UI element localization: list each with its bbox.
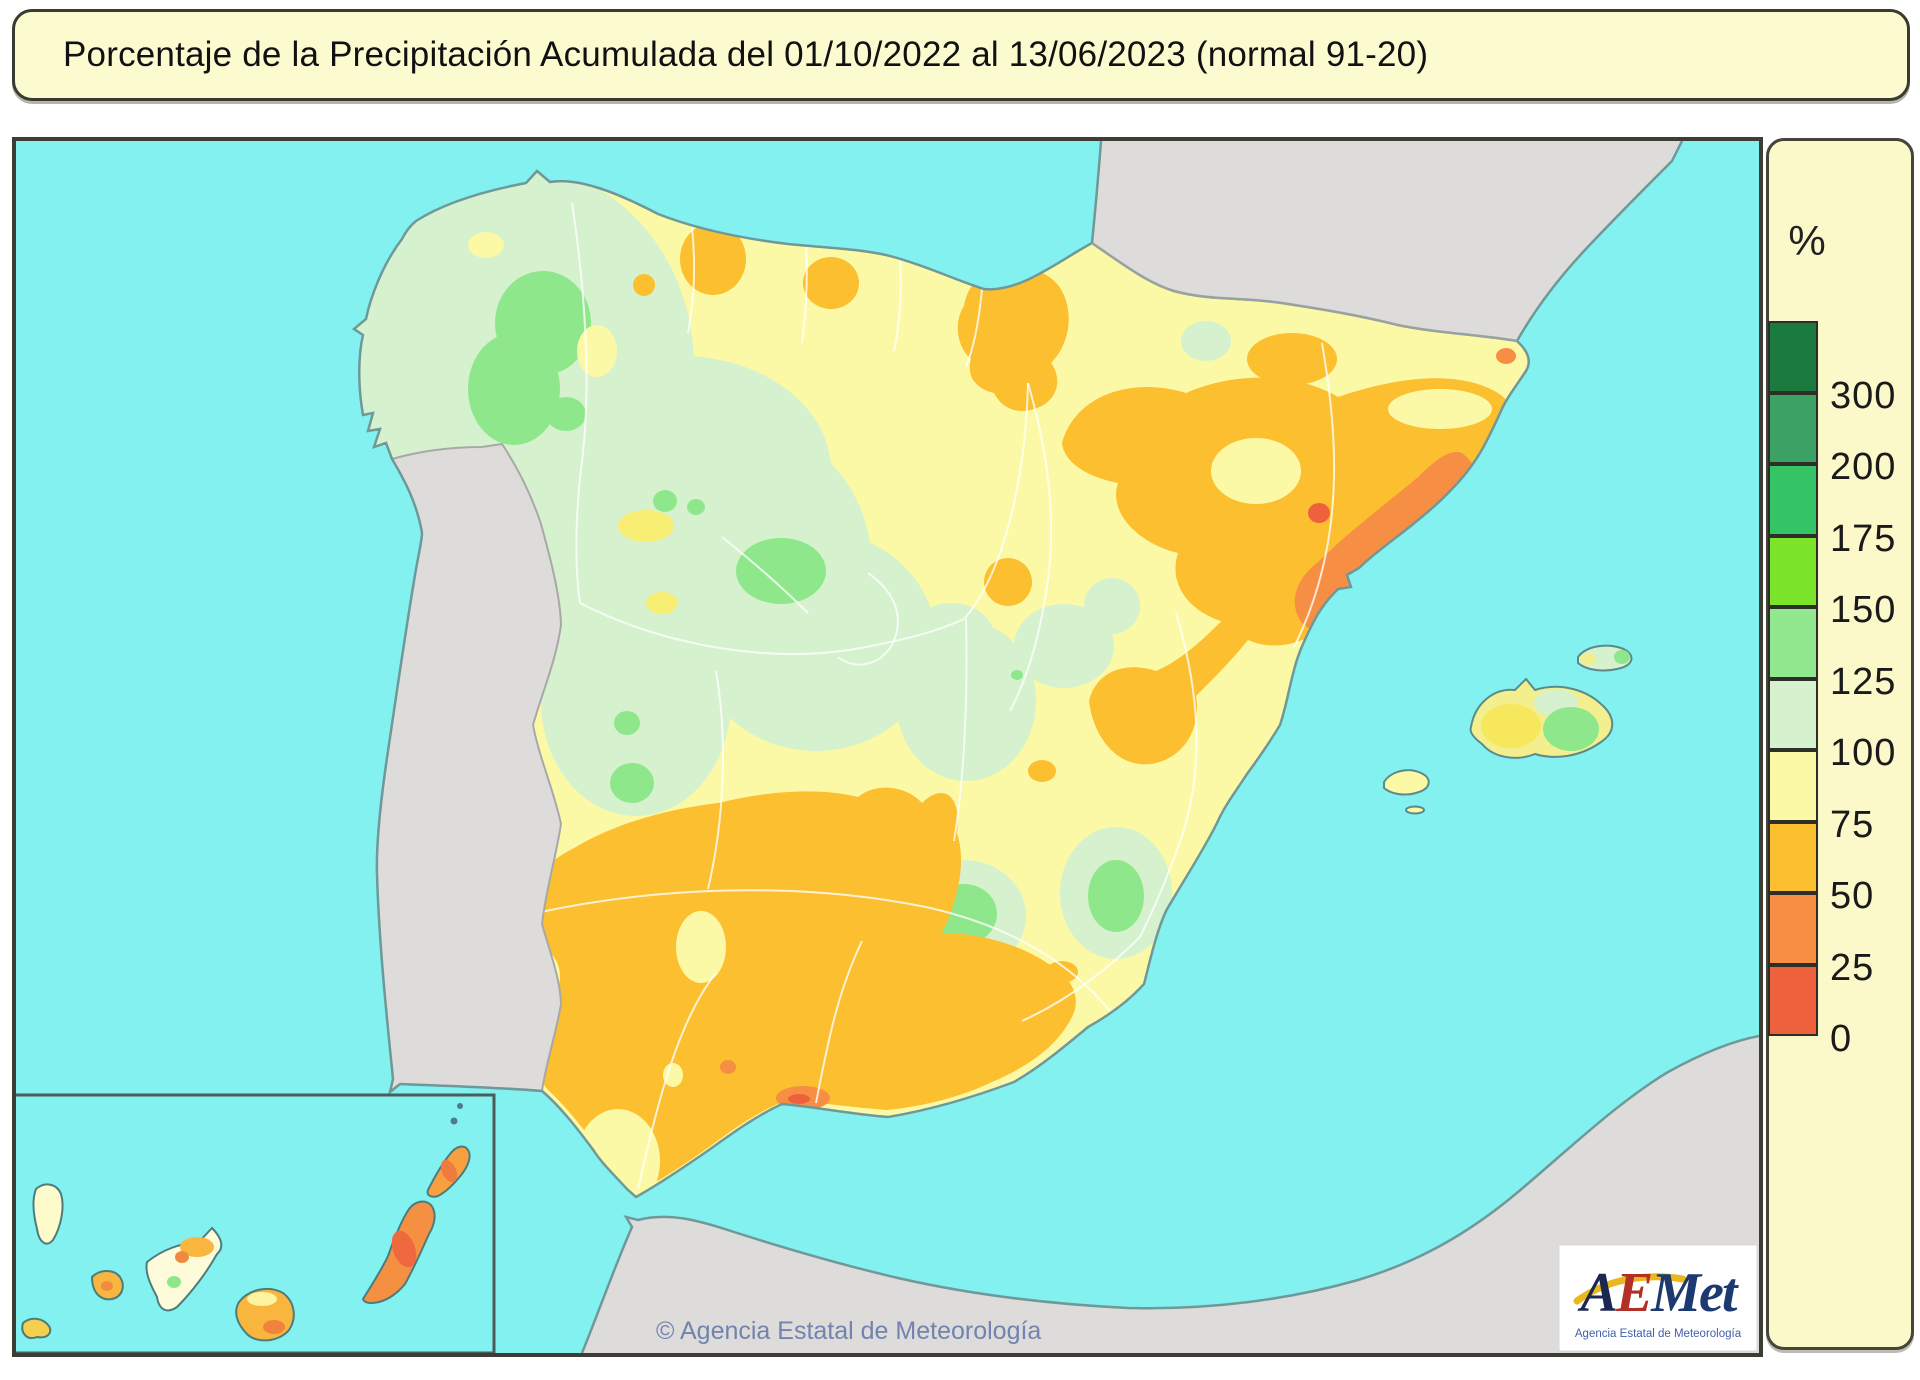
legend-swatch bbox=[1768, 464, 1818, 536]
legend-row: 75 bbox=[1768, 750, 1908, 844]
map-frame: © Agencia Estatal de Meteorología AEMet … bbox=[12, 137, 1763, 1357]
legend-tick-label: 0 bbox=[1830, 1018, 1853, 1060]
precipitation-zones bbox=[354, 171, 1517, 1197]
legend-swatch bbox=[1768, 607, 1818, 679]
legend-row: 300 bbox=[1768, 321, 1908, 415]
formentera-island bbox=[1405, 805, 1425, 815]
legend-tick-label: 125 bbox=[1830, 660, 1897, 703]
france-region bbox=[1092, 141, 1682, 341]
legend-row: 25 bbox=[1768, 893, 1908, 987]
legend-tick-label: 100 bbox=[1830, 732, 1897, 774]
legend-tick-label: 50 bbox=[1830, 875, 1875, 917]
page-title: Porcentaje de la Precipitación Acumulada… bbox=[63, 35, 1429, 74]
legend-row: 50 bbox=[1768, 821, 1908, 915]
copyright-text: © Agencia Estatal de Meteorología bbox=[656, 1317, 1041, 1345]
legend-row: 0 bbox=[1768, 964, 1908, 1058]
legend-tick-label: 75 bbox=[1830, 803, 1875, 846]
la-palma-island bbox=[32, 1183, 64, 1245]
legend-tick-label: 150 bbox=[1830, 589, 1897, 631]
france-coastline bbox=[1090, 141, 1684, 342]
africa-coastline bbox=[580, 1034, 1759, 1353]
legend-row: 175 bbox=[1768, 464, 1908, 558]
legend-tick-label: 25 bbox=[1830, 946, 1875, 989]
legend-tick-label: 300 bbox=[1830, 374, 1897, 417]
precipitation-map: © Agencia Estatal de Meteorología AEMet … bbox=[16, 141, 1759, 1353]
legend-swatch bbox=[1768, 392, 1818, 464]
legend-unit-label: % bbox=[1788, 217, 1826, 264]
logo-wordmark: AEMet bbox=[1578, 1262, 1739, 1324]
legend-color-scale: 300 200 175 150 125 100 75 50 bbox=[1768, 321, 1908, 1058]
legend-tick-label: 200 bbox=[1830, 446, 1897, 488]
ibiza-island bbox=[1383, 769, 1430, 796]
province-borders bbox=[535, 202, 1336, 1190]
legend-swatch bbox=[1768, 678, 1818, 750]
legend-row: 200 bbox=[1768, 392, 1908, 486]
pyrenees-border bbox=[1091, 241, 1518, 343]
legend-tick-label: 175 bbox=[1830, 517, 1897, 560]
legend-panel: % 300 200 175 150 125 100 75 bbox=[1766, 138, 1914, 1350]
legend-swatch bbox=[1768, 964, 1818, 1036]
legend-swatch bbox=[1768, 893, 1818, 965]
legend-row: 150 bbox=[1768, 535, 1908, 629]
legend-swatch bbox=[1768, 535, 1818, 607]
legend-row: 100 bbox=[1768, 678, 1908, 772]
balearic-islands bbox=[1383, 644, 1633, 815]
aemet-logo: AEMet Agencia Estatal de Meteorología bbox=[1558, 1244, 1758, 1352]
legend-swatch bbox=[1768, 750, 1818, 822]
legend-swatch bbox=[1768, 321, 1818, 393]
legend-row: 125 bbox=[1768, 607, 1908, 701]
legend-swatch bbox=[1768, 821, 1818, 893]
logo-swash bbox=[1573, 1273, 1687, 1305]
title-bar: Porcentaje de la Precipitación Acumulada… bbox=[12, 9, 1910, 101]
logo-subtitle: Agencia Estatal de Meteorología bbox=[1575, 1328, 1742, 1340]
el-hierro-island bbox=[21, 1317, 52, 1339]
canary-inset bbox=[16, 1093, 496, 1353]
